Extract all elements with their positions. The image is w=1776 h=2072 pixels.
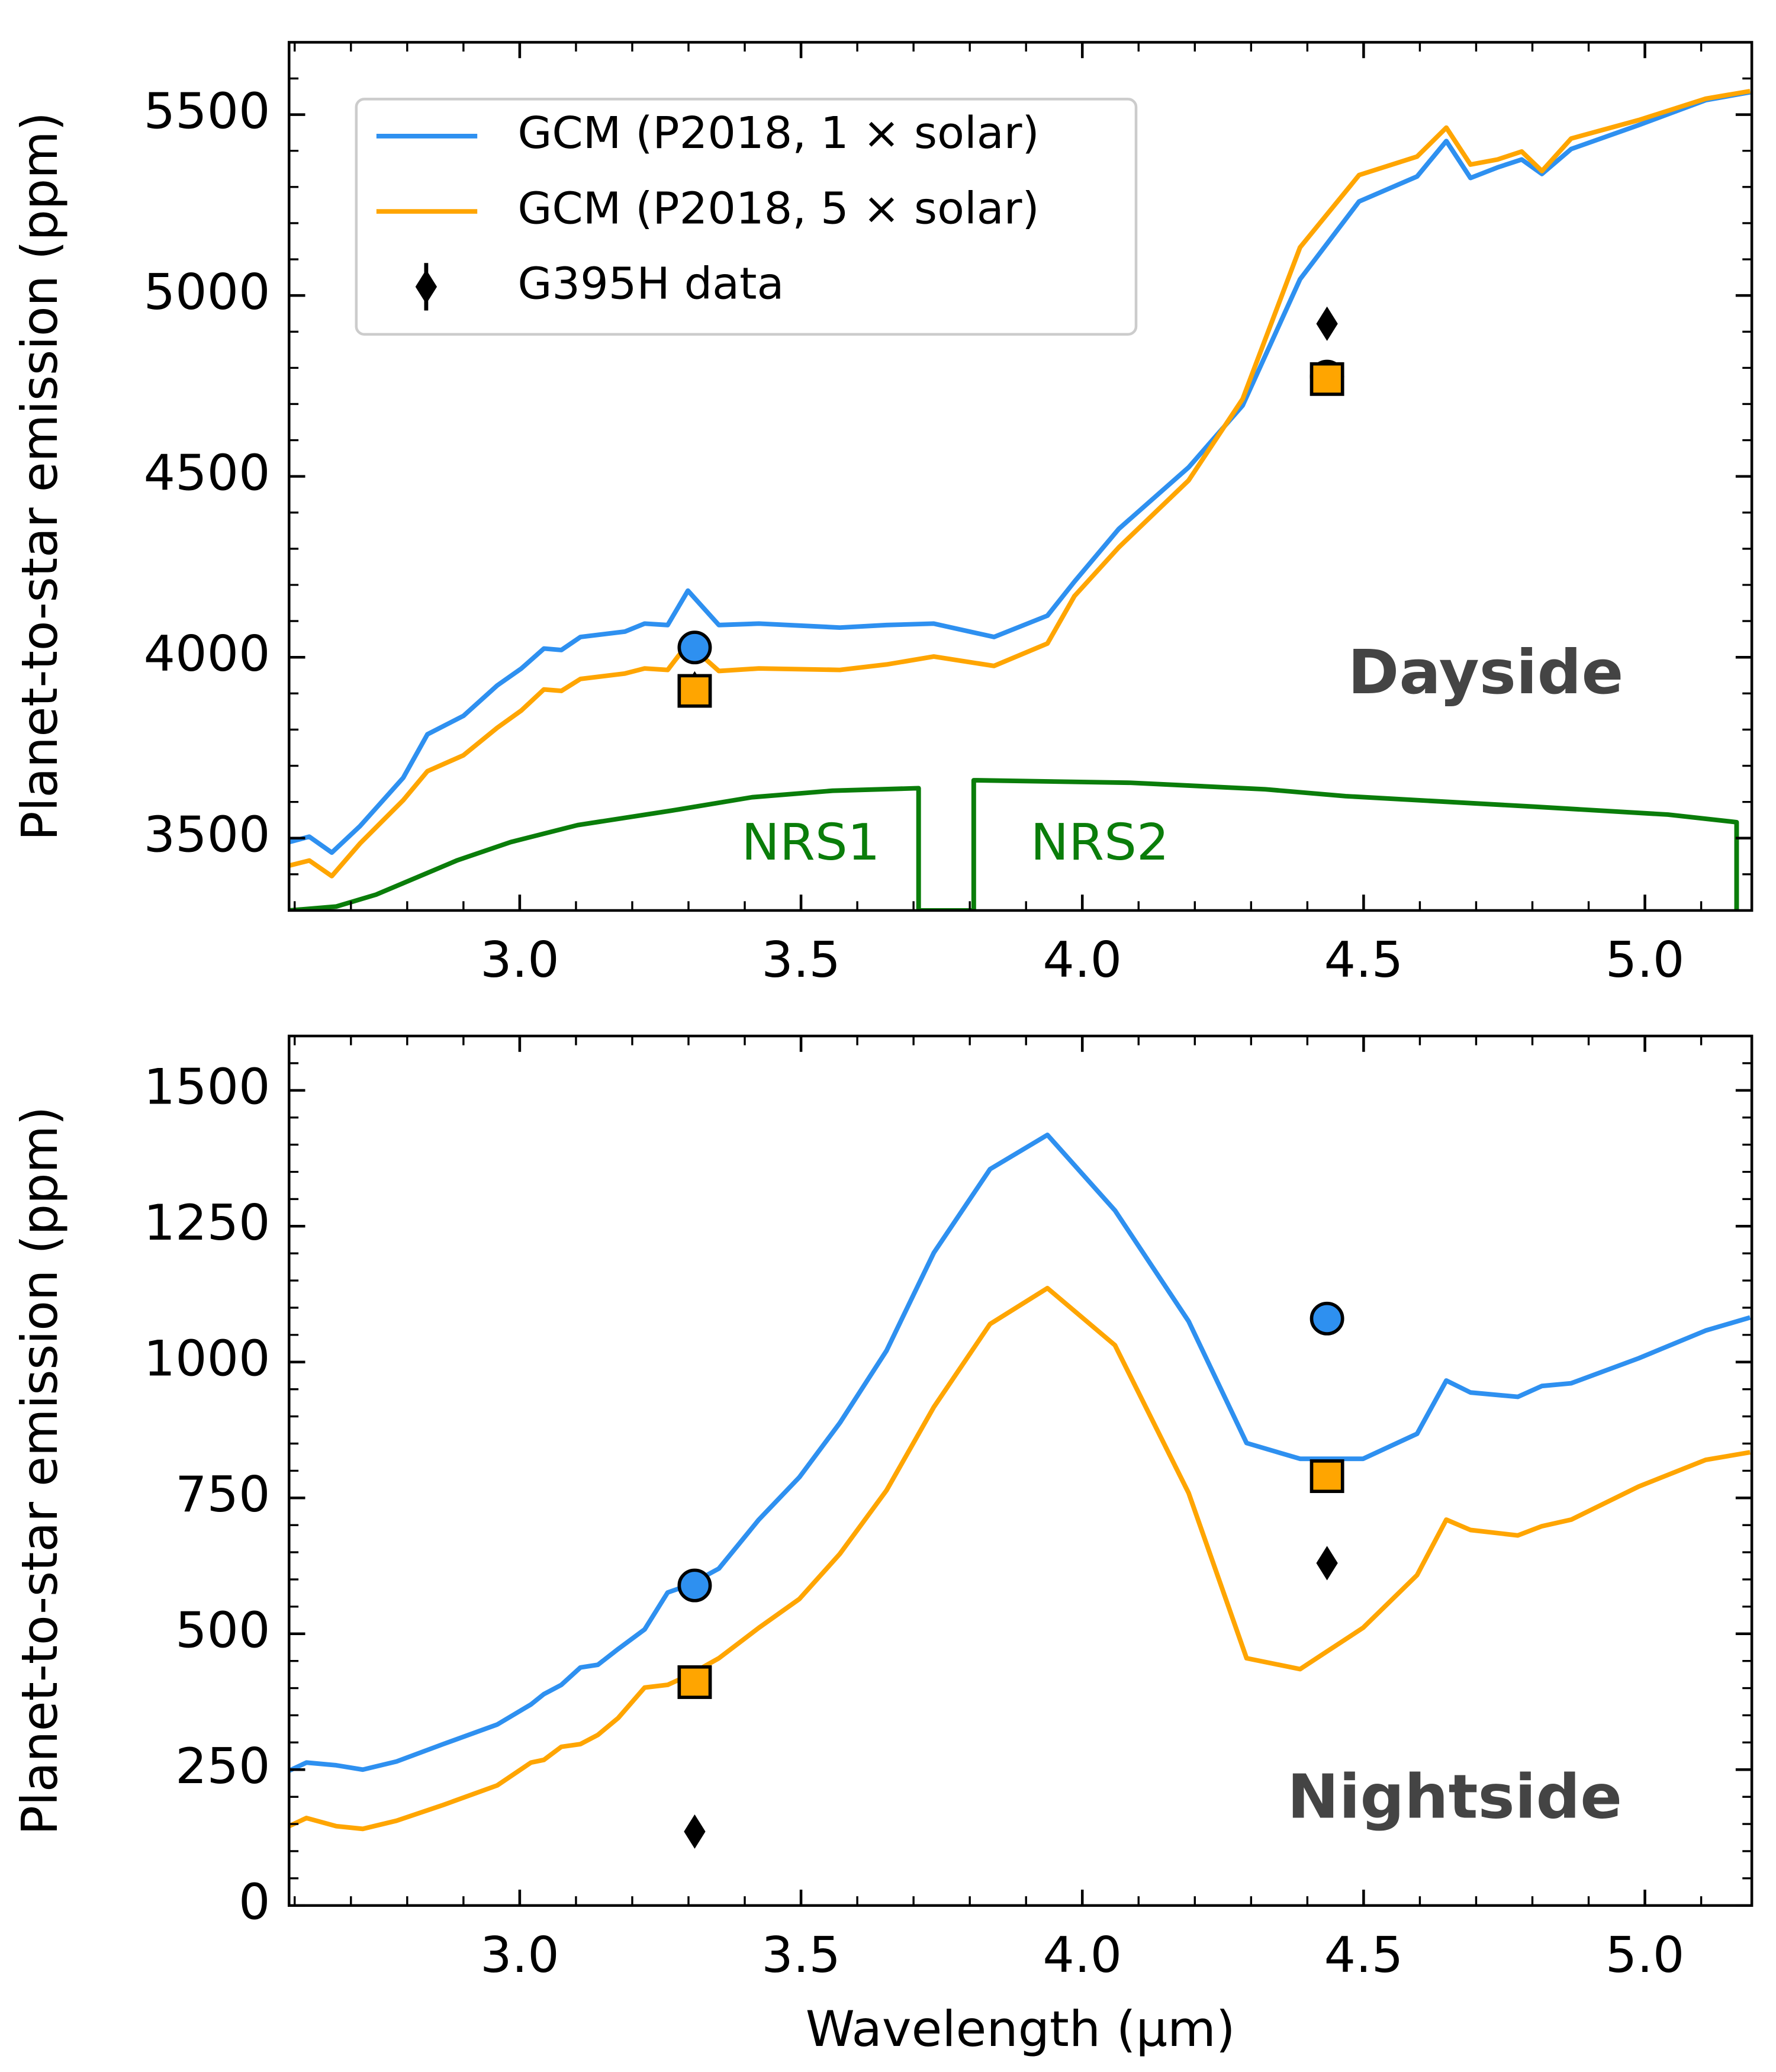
y-tick-label: 5000 xyxy=(144,264,271,321)
annotation: NRS2 xyxy=(1031,813,1169,871)
x-tick-label: 4.0 xyxy=(1043,1926,1122,1983)
legend-label: GCM (P2018, 5 × solar) xyxy=(517,183,1039,234)
series-line xyxy=(289,1286,1751,1832)
x-tick-label: 3.5 xyxy=(761,932,841,989)
model-point xyxy=(677,674,712,708)
model-point xyxy=(677,630,712,665)
series-line xyxy=(289,89,1751,855)
legend-label: G395H data xyxy=(517,258,784,309)
legend-swatch xyxy=(415,269,437,304)
y-tick-label: 4500 xyxy=(144,445,271,501)
series-line xyxy=(289,89,1751,879)
x-tick-label: 5.0 xyxy=(1606,932,1685,989)
y-axis-label: Planet-to-star emission (ppm) xyxy=(11,1106,69,1835)
y-tick-label: 1250 xyxy=(144,1195,271,1251)
y-tick-label: 4000 xyxy=(144,626,271,683)
series-line xyxy=(289,1132,1751,1773)
x-tick-label: 3.5 xyxy=(761,1926,841,1983)
y-tick-label: 750 xyxy=(175,1466,270,1523)
y-tick-label: 5500 xyxy=(144,83,271,140)
x-axis-label: Wavelength (μm) xyxy=(806,2000,1236,2057)
y-tick-label: 250 xyxy=(175,1738,270,1795)
y-axis-label: Planet-to-star emission (ppm) xyxy=(11,112,69,841)
data-point xyxy=(1316,1546,1338,1581)
data-point xyxy=(1316,306,1338,341)
model-point xyxy=(677,1665,712,1699)
model-point xyxy=(1310,362,1344,396)
legend-box xyxy=(355,98,1138,336)
panel-label: Nightside xyxy=(1287,1762,1622,1832)
model-point xyxy=(1310,1459,1344,1494)
y-tick-label: 1500 xyxy=(144,1058,271,1115)
x-tick-label: 3.0 xyxy=(480,932,559,989)
y-tick-label: 3500 xyxy=(144,806,271,863)
x-tick-label: 4.5 xyxy=(1324,1926,1404,1983)
series-line xyxy=(289,778,1739,910)
model-point xyxy=(677,1568,712,1603)
x-tick-label: 5.0 xyxy=(1606,1926,1685,1983)
data-point xyxy=(684,1814,706,1849)
x-tick-label: 4.5 xyxy=(1324,932,1404,989)
series-layer xyxy=(289,89,1751,910)
panel-label: Dayside xyxy=(1348,638,1624,708)
series-layer xyxy=(289,1132,1751,1849)
x-tick-label: 3.0 xyxy=(480,1926,559,1983)
y-tick-label: 1000 xyxy=(144,1330,271,1387)
x-tick-label: 4.0 xyxy=(1043,932,1122,989)
model-point xyxy=(1310,1301,1344,1336)
legend-label: GCM (P2018, 1 × solar) xyxy=(517,108,1039,159)
y-tick-label: 500 xyxy=(175,1602,270,1659)
annotation: NRS1 xyxy=(741,813,880,871)
y-tick-label: 0 xyxy=(239,1874,270,1931)
